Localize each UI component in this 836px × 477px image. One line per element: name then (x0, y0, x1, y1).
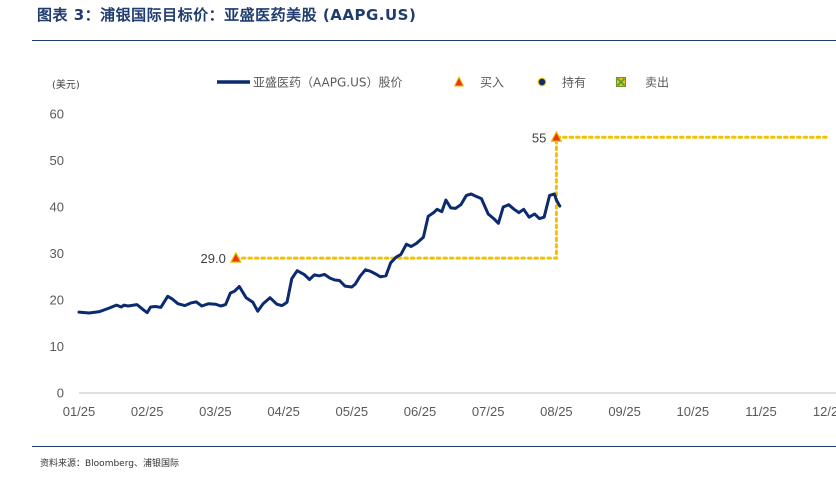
legend-circle-swatch (537, 77, 547, 87)
x-tick-label: 12/25 (813, 404, 836, 419)
price-series-group (77, 192, 562, 315)
target-price-line-group (234, 135, 831, 260)
y-tick-label: 0 (57, 386, 64, 401)
y-tick-label: 40 (50, 200, 64, 215)
buy-price-label: 29.0 (201, 251, 226, 266)
x-tick-label: 03/25 (199, 404, 232, 419)
x-tick-label: 11/25 (745, 404, 777, 419)
y-tick-label: 50 (50, 153, 64, 168)
x-axis: 01/25 02/25 03/25 04/25 05/25 06/25 07/25 08/25… (63, 392, 836, 419)
x-tick-label: 10/25 (677, 404, 710, 419)
y-tick-label: 20 (50, 293, 64, 308)
x-tick-label: 08/25 (540, 404, 573, 419)
x-tick-label: 09/25 (608, 404, 641, 419)
legend-xsquare-cross (616, 77, 626, 87)
chart-legend: 亚盛医药（AAPG.US）股价 买入 持有 卖出 (217, 75, 669, 90)
x-tick-label: 05/25 (336, 404, 369, 419)
legend-label-sell: 卖出 (645, 76, 669, 90)
legend-triangle-swatch (453, 75, 465, 87)
x-tick-label: 07/25 (472, 404, 505, 419)
annotation-group: 29.0 55 (201, 130, 563, 266)
legend-label-price: 亚盛医药（AAPG.US）股价 (253, 75, 403, 90)
x-tick-label: 02/25 (131, 404, 164, 419)
source-note: 资料来源：Bloomberg、浦银国际 (40, 459, 179, 469)
legend-label-buy: 买入 (480, 76, 504, 90)
chart-title: 图表 3：浦银国际目标价：亚盛医药美股 (AAPG.US) (37, 6, 417, 24)
y-tick-label: 30 (50, 246, 64, 261)
x-tick-label: 04/25 (267, 404, 300, 419)
x-tick-label: 01/25 (63, 404, 96, 419)
buy-price-label: 55 (532, 130, 546, 145)
footer-divider (32, 446, 836, 447)
y-tick-label: 60 (50, 107, 64, 122)
y-tick-label: 10 (50, 339, 64, 354)
price-series-line (77, 192, 562, 315)
buy-marker (550, 130, 563, 142)
y-axis: 0 10 20 30 40 50 60 (50, 107, 64, 401)
y-axis-label: (美元) (52, 78, 80, 91)
buy-marker (229, 251, 242, 263)
legend-label-hold: 持有 (562, 75, 586, 90)
x-tick-label: 06/25 (404, 404, 437, 419)
target-price-line (234, 135, 831, 260)
title-divider (32, 40, 836, 41)
